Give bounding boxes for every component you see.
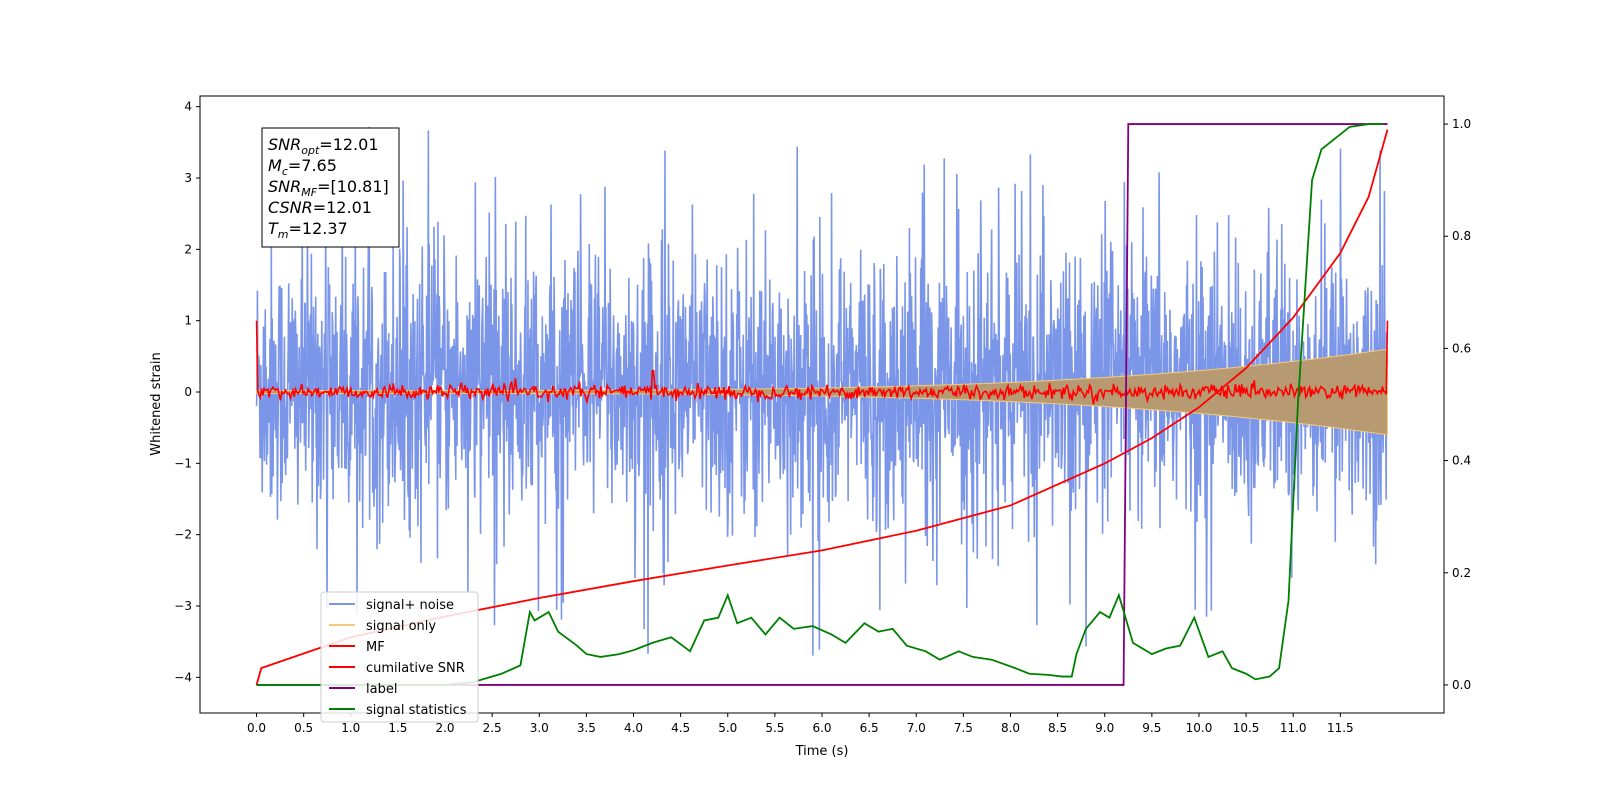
- x-tick-label: 5.5: [765, 721, 784, 735]
- annotation-line: Tm=12.37: [268, 219, 348, 241]
- x-tick-label: 8.5: [1048, 721, 1067, 735]
- mf-line: [255, 320, 1389, 405]
- legend-frame: [320, 591, 479, 723]
- x-tick-label: 3.5: [577, 721, 596, 735]
- y-axis-label: Whitened strain: [149, 352, 164, 455]
- x-tick-label: 10.5: [1233, 721, 1260, 735]
- x-tick-label: 11.0: [1280, 721, 1307, 735]
- x-tick-label: 3.0: [530, 721, 549, 735]
- y-left-tick-label: −3: [174, 599, 192, 613]
- x-tick-label: 4.0: [624, 721, 643, 735]
- y-left-tick-label: −2: [174, 528, 192, 542]
- annotation-line: SNRMF=[10.81]: [268, 177, 389, 199]
- legend-label: signal statistics: [366, 703, 467, 718]
- y-right-tick-label: 1.0: [1452, 117, 1471, 131]
- x-tick-label: 6.5: [860, 721, 879, 735]
- y-right-tick-label: 0.0: [1452, 678, 1471, 692]
- legend-label: cumilative SNR: [366, 661, 465, 676]
- y-left-tick-label: −1: [174, 456, 192, 470]
- y-right-tick-label: 0.8: [1452, 229, 1471, 243]
- label-line: [256, 123, 1388, 686]
- x-tick-label: 6.0: [812, 721, 831, 735]
- x-tick-label: 4.5: [671, 721, 690, 735]
- x-tick-label: 0.0: [247, 721, 266, 735]
- x-tick-label: 0.5: [294, 721, 313, 735]
- snr-annotation-box: SNRopt=12.01Mc=7.65SNRMF=[10.81]CSNR=12.…: [261, 127, 400, 248]
- x-tick-label: 9.5: [1142, 721, 1161, 735]
- x-tick-label: 5.0: [718, 721, 737, 735]
- annotation-line: Mc=7.65: [268, 156, 337, 178]
- annotation-line: CSNR=12.01: [268, 198, 372, 217]
- signal-statistics-line: [256, 123, 1383, 686]
- y-left-tick-label: 2: [184, 242, 192, 256]
- signal-plus-noise-line: [255, 126, 1389, 656]
- y-left-tick-label: 4: [184, 100, 192, 114]
- x-tick-label: 1.0: [341, 721, 360, 735]
- x-tick-label: 7.5: [954, 721, 973, 735]
- axes-layer: 0.0 0.5 1.0 1.5 2.0 2.5 3.0 3.5 4.0 4.5 5.0 5.5 6.0 6…: [174, 100, 1471, 735]
- x-tick-label: 1.5: [388, 721, 407, 735]
- y-left-tick-label: 3: [184, 171, 192, 185]
- annotation-box-frame: [261, 127, 400, 248]
- y-right-tick-label: 0.2: [1452, 566, 1471, 580]
- x-tick-label: 2.0: [435, 721, 454, 735]
- y-right-tick-label: 0.4: [1452, 454, 1471, 468]
- x-axis-label: Time (s): [795, 744, 849, 759]
- annotation-line: SNRopt=12.01: [268, 135, 379, 157]
- legend-label: signal+ noise: [366, 598, 454, 613]
- x-tick-label: 8.0: [1001, 721, 1020, 735]
- x-tick-label: 9.0: [1095, 721, 1114, 735]
- x-tick-label: 7.0: [907, 721, 926, 735]
- legend-label: MF: [366, 640, 385, 655]
- y-left-tick-label: 1: [184, 314, 192, 328]
- x-tick-label: 11.5: [1327, 721, 1354, 735]
- x-tick-label: 2.5: [483, 721, 502, 735]
- legend-label: label: [366, 682, 397, 697]
- x-tick-label: 10.0: [1186, 721, 1213, 735]
- y-left-tick-label: 0: [184, 385, 192, 399]
- plot-frame: [199, 95, 1445, 714]
- y-right-tick-label: 0.6: [1452, 341, 1471, 355]
- legend: signal+ noise signal only MF cumilative SNR…: [320, 591, 479, 723]
- y-left-tick-label: −4: [174, 670, 192, 684]
- legend-label: signal only: [366, 619, 436, 634]
